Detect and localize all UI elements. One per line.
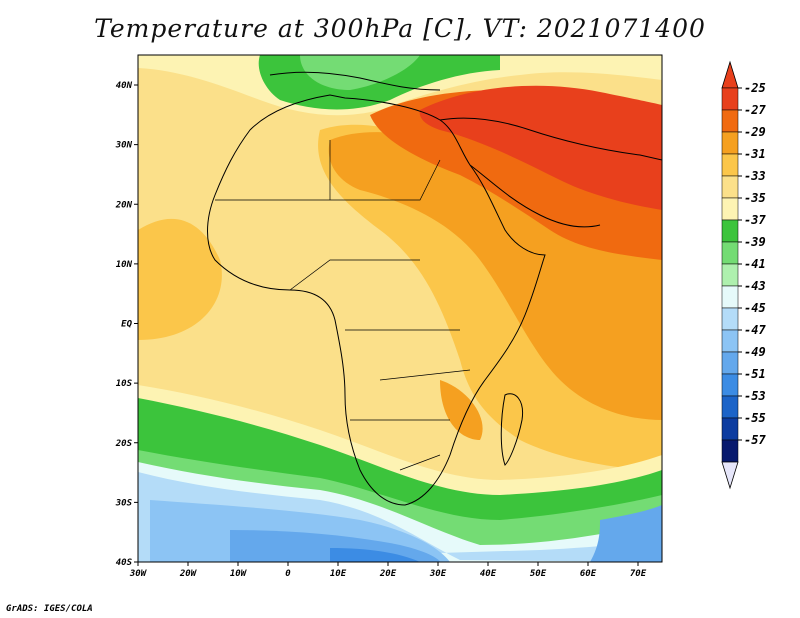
lon-label: 20E: [379, 569, 397, 579]
map-frame: [137, 54, 663, 563]
colorbar-label: -55: [744, 411, 766, 425]
colorbar-swatch: [721, 109, 739, 133]
colorbar-swatch: [721, 373, 739, 397]
lon-label: 0: [285, 569, 291, 579]
colorbar-swatch: [721, 395, 739, 419]
colorbar-top-arrow: [721, 60, 739, 89]
colorbar-bottom-arrow: [721, 461, 739, 490]
coastlines: [207, 71, 662, 506]
field-29: [328, 132, 662, 420]
field-29-south: [440, 380, 483, 440]
colorbar-swatch: [721, 439, 739, 463]
colorbar-label: -43: [744, 279, 766, 293]
colorbar-label: -33: [744, 169, 766, 183]
lat-label: 10S: [116, 379, 133, 389]
temperature-field: [138, 55, 662, 562]
lat-label: 30S: [115, 498, 133, 508]
red-sea-arabia: [469, 164, 601, 228]
colorbar-label: -29: [744, 125, 766, 139]
colorbar-swatch: [721, 197, 739, 221]
colorbar-label: -47: [744, 323, 766, 337]
lat-label: 20S: [115, 439, 133, 449]
colorbar-swatch: [721, 131, 739, 155]
country-borders: [215, 140, 471, 471]
lon-label: 70E: [630, 569, 647, 579]
colorbar-label: -35: [744, 191, 766, 205]
colorbar-swatch: [721, 417, 739, 441]
lat-label: 40S: [116, 558, 133, 568]
latitude-axis: 40N 30N 20N 10N EQ 10S 20S 30S 40S: [115, 81, 138, 568]
colorbar-swatch: [721, 285, 739, 309]
colorbar-label: -49: [744, 345, 766, 359]
lon-label: 20W: [179, 569, 198, 579]
colorbar-swatch: [721, 263, 739, 287]
lat-label: 20N: [115, 200, 133, 210]
colorbar-swatch: [721, 241, 739, 265]
colorbar-swatch: [721, 351, 739, 375]
colorbar-swatch: [721, 153, 739, 177]
europe-coast: [269, 71, 441, 91]
field-49-east: [590, 505, 662, 562]
colorbar-label: -39: [744, 235, 766, 249]
colorbar-label: -45: [744, 301, 766, 315]
colorbar-swatch: [721, 219, 739, 243]
colorbar-label: -51: [744, 367, 766, 381]
colorbar-swatch: [721, 307, 739, 331]
colorbar: -25 -27 -29 -31 -33 -35 -37 -39 -41 -43 -45 -47 -49 -…: [721, 60, 766, 490]
colorbar-label: -27: [744, 103, 766, 117]
lat-label: 10N: [116, 260, 133, 270]
colorbar-label: -25: [744, 81, 766, 95]
lat-label: 40N: [116, 81, 133, 91]
colorbar-swatch: [721, 175, 739, 199]
lon-label: 30E: [429, 569, 447, 579]
colorbar-label: -31: [744, 147, 766, 161]
lon-label: 60E: [580, 569, 597, 579]
colorbar-swatch: [721, 329, 739, 353]
lon-label: 50E: [530, 569, 547, 579]
field-25: [419, 85, 662, 210]
colorbar-label: -53: [744, 389, 766, 403]
field-39-north: [300, 55, 420, 90]
lon-label: 30W: [129, 569, 148, 579]
longitude-axis: 30W 20W 10W 0 10E 20E 30E 40E 50E 60E 70E: [129, 562, 647, 579]
map-title: Temperature at 300hPa [C], VT: 202107140…: [94, 14, 706, 43]
field-31-atlantic: [138, 218, 222, 340]
africa-coast: [207, 94, 546, 506]
lat-label: EQ: [121, 320, 132, 330]
lon-label: 10W: [230, 569, 248, 579]
lon-label: 40E: [480, 569, 497, 579]
colorbar-label: -41: [744, 257, 766, 271]
lon-label: 10E: [330, 569, 347, 579]
credit-text: GrADS: IGES/COLA: [6, 604, 93, 614]
colorbar-swatch: [721, 87, 739, 111]
colorbar-label: -57: [744, 433, 766, 447]
lat-label: 30N: [115, 141, 133, 151]
arabia-coast: [439, 117, 662, 161]
colorbar-label: -37: [744, 213, 766, 227]
field-51: [330, 548, 420, 562]
madagascar: [500, 393, 524, 466]
